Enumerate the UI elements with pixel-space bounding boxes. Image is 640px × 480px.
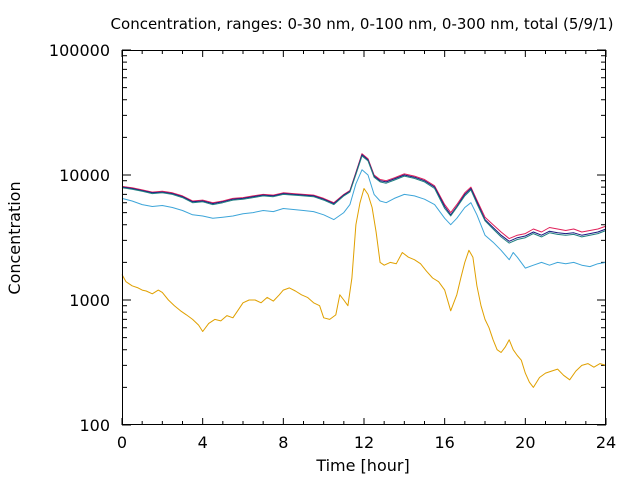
series-line-1 — [121, 188, 607, 388]
plot-frame — [122, 50, 606, 425]
y-tick-label: 1000 — [69, 291, 110, 310]
x-tick-label: 0 — [117, 433, 127, 452]
series-line-5 — [121, 155, 607, 244]
series-line-2 — [121, 169, 607, 269]
x-tick-label: 8 — [278, 433, 288, 452]
x-tick-label: 24 — [596, 433, 616, 452]
y-axis-label: Concentration — [5, 181, 24, 294]
series-line-3 — [121, 153, 607, 240]
x-axis-label: Time [hour] — [315, 456, 409, 475]
y-tick-label: 100 — [79, 416, 110, 435]
chart-title: Concentration, ranges: 0-30 nm, 0-100 nm… — [111, 15, 614, 33]
x-tick-label: 12 — [354, 433, 374, 452]
x-tick-label: 20 — [515, 433, 535, 452]
series-line-4 — [121, 154, 607, 242]
y-tick-label: 10000 — [59, 166, 110, 185]
y-tick-label: 100000 — [49, 41, 110, 60]
x-tick-label: 16 — [434, 433, 454, 452]
x-tick-label: 4 — [198, 433, 208, 452]
